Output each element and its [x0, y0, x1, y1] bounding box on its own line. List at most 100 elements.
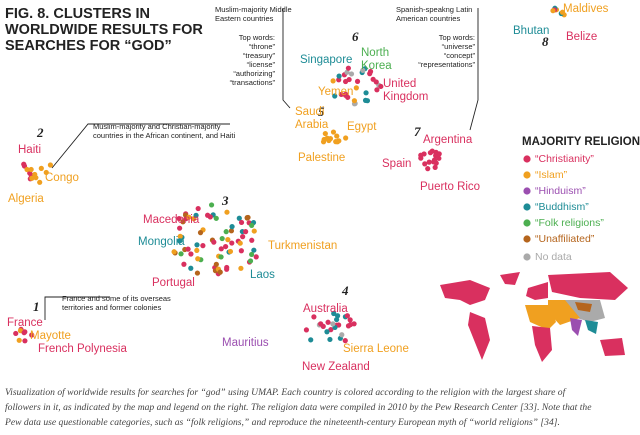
cluster-number: 5	[318, 104, 325, 119]
country-label: French Polynesia	[38, 343, 127, 355]
dot	[303, 327, 310, 333]
dot	[22, 338, 28, 344]
legend-swatch	[523, 253, 531, 261]
dot	[426, 159, 432, 165]
dot	[177, 238, 183, 244]
top-word: “transactions”	[230, 78, 276, 87]
annotation: Muslim-majority Middle	[215, 5, 292, 14]
dot	[227, 248, 234, 255]
caption: Pew data use questionable categories, su…	[4, 417, 560, 428]
dot	[240, 234, 246, 240]
dot	[195, 205, 201, 212]
legend-label: “Folk religions”	[535, 217, 604, 229]
map-europe	[526, 282, 548, 300]
caption: Visualization of worldwide results for s…	[5, 387, 567, 398]
map-southeast-asia	[585, 320, 598, 334]
dot	[336, 73, 342, 79]
dot	[344, 313, 350, 319]
country-label: Mauritius	[222, 337, 269, 349]
dot	[324, 329, 330, 335]
annotation: countries in the African continent, and …	[93, 131, 236, 140]
dot	[374, 87, 380, 93]
dot	[251, 247, 257, 253]
country-label: Australia	[303, 303, 348, 315]
dot	[360, 67, 366, 73]
dot	[177, 233, 183, 239]
dot	[223, 229, 229, 235]
legend-swatch	[523, 203, 531, 211]
dot	[186, 214, 192, 220]
dot	[427, 150, 434, 156]
dot	[217, 269, 223, 275]
dot	[364, 98, 371, 104]
dot	[325, 319, 331, 325]
dot	[238, 265, 244, 271]
dot	[327, 336, 333, 343]
dot	[550, 8, 556, 14]
dot	[208, 202, 215, 208]
top-word: “concept”	[444, 51, 476, 60]
legend-label: “Islam”	[535, 169, 568, 181]
country-label: Mongolia	[138, 236, 185, 248]
map-greenland	[500, 272, 520, 285]
dot	[171, 249, 177, 255]
annotation: territories and former colonies	[62, 303, 161, 312]
legend-swatch	[523, 235, 531, 243]
dot	[345, 323, 352, 329]
country-label: Kingdom	[383, 91, 428, 103]
dot	[330, 78, 336, 84]
world-map	[440, 272, 628, 362]
dot	[185, 246, 191, 252]
dot	[378, 83, 384, 90]
dot	[207, 214, 213, 220]
map-india	[570, 318, 582, 336]
dot	[218, 246, 224, 252]
dot	[218, 254, 224, 260]
country-label: France	[7, 317, 43, 329]
country-label: Belize	[566, 31, 597, 43]
country-label: Haiti	[18, 144, 41, 156]
connector	[51, 123, 230, 169]
connector	[469, 8, 479, 131]
map-china	[560, 300, 605, 322]
dot	[249, 251, 255, 258]
dot	[311, 314, 317, 320]
dot	[13, 330, 19, 337]
dot	[336, 322, 342, 328]
dot	[425, 166, 431, 172]
legend-label: “Hinduism”	[535, 185, 586, 197]
dot	[194, 242, 200, 248]
dot	[200, 243, 206, 249]
country-label: Congo	[45, 172, 79, 184]
dot	[418, 155, 424, 161]
dot	[344, 69, 350, 75]
country-label: Yemen	[318, 86, 353, 98]
annotation: France and some of its overseas	[62, 294, 171, 303]
dot	[197, 230, 204, 236]
title: SEARCHES FOR “GOD”	[5, 38, 172, 54]
country-label: Sierra Leone	[343, 343, 409, 355]
dot	[330, 321, 336, 327]
dot	[47, 162, 54, 168]
dot	[332, 93, 338, 99]
map-south-africa	[532, 326, 552, 362]
dot	[436, 155, 442, 161]
dot	[29, 175, 35, 181]
connectors	[44, 8, 479, 320]
top-word: “universe”	[442, 42, 476, 51]
dot	[224, 209, 230, 215]
cluster-number: 8	[542, 34, 549, 49]
dot	[178, 251, 184, 257]
top-word: “representations”	[418, 60, 475, 69]
dot	[351, 321, 357, 327]
legend-title: MAJORITY RELIGION	[522, 136, 640, 148]
country-label: Korea	[361, 60, 392, 72]
cluster-number: 1	[33, 299, 40, 314]
country-label: Macedonia	[143, 214, 200, 226]
dot	[194, 270, 201, 276]
dot	[213, 215, 219, 221]
country-label: Singapore	[300, 54, 352, 66]
dot	[328, 327, 334, 333]
dot	[253, 254, 259, 260]
cluster-number: 7	[414, 124, 421, 139]
